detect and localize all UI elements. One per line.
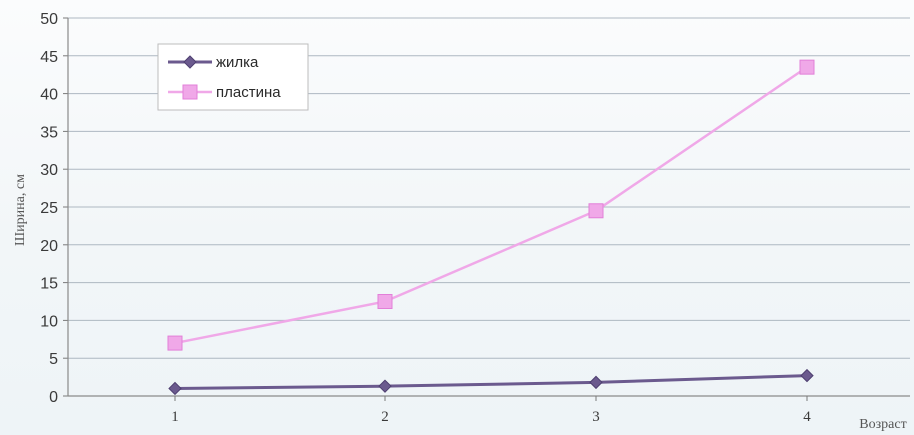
data-point (799, 59, 815, 75)
y-tick-label: 10 (40, 313, 58, 330)
y-axis-title: Ширина, см (13, 174, 28, 246)
y-tick-label: 30 (40, 162, 58, 179)
x-tick-label: 1 (171, 409, 179, 425)
gridlines (63, 17, 910, 397)
x-tick-label: 3 (592, 409, 600, 425)
legend: жилка пластина (157, 43, 309, 111)
y-tick-label: 25 (40, 200, 58, 217)
y-tick-label: 45 (40, 49, 58, 66)
series-plate (167, 59, 815, 351)
y-tick-label: 0 (49, 389, 58, 406)
legend-label: пластина (216, 84, 281, 101)
x-tick-label: 4 (803, 409, 811, 425)
data-point (800, 368, 814, 383)
axes (67, 18, 910, 397)
legend-marker (182, 84, 198, 100)
legend-item: жилка (168, 54, 259, 71)
series-line (174, 374, 808, 390)
data-point (167, 335, 183, 351)
legend-label: жилка (216, 54, 259, 71)
series-lines (167, 59, 815, 396)
data-point (378, 379, 392, 393)
y-tick-label: 15 (40, 276, 58, 293)
data-point (168, 381, 182, 396)
data-point (377, 294, 393, 309)
x-axis-title: Возраст (859, 417, 906, 432)
data-point (589, 375, 603, 390)
y-tick-label: 50 (40, 11, 58, 28)
x-tick-labels: 1 2 3 4 (171, 396, 811, 425)
data-point (588, 203, 604, 219)
y-tick-label: 35 (40, 124, 58, 141)
y-tick-label: 5 (49, 351, 58, 368)
legend-item: пластина (168, 84, 281, 101)
y-tick-label: 20 (40, 238, 58, 255)
y-tick-labels: 0 5 10 15 20 25 30 35 40 45 50 (40, 11, 58, 406)
legend-marker (183, 55, 197, 69)
y-tick-label: 40 (40, 87, 58, 104)
series-vein (168, 368, 814, 396)
series-line (174, 66, 808, 345)
x-tick-label: 2 (381, 409, 389, 425)
